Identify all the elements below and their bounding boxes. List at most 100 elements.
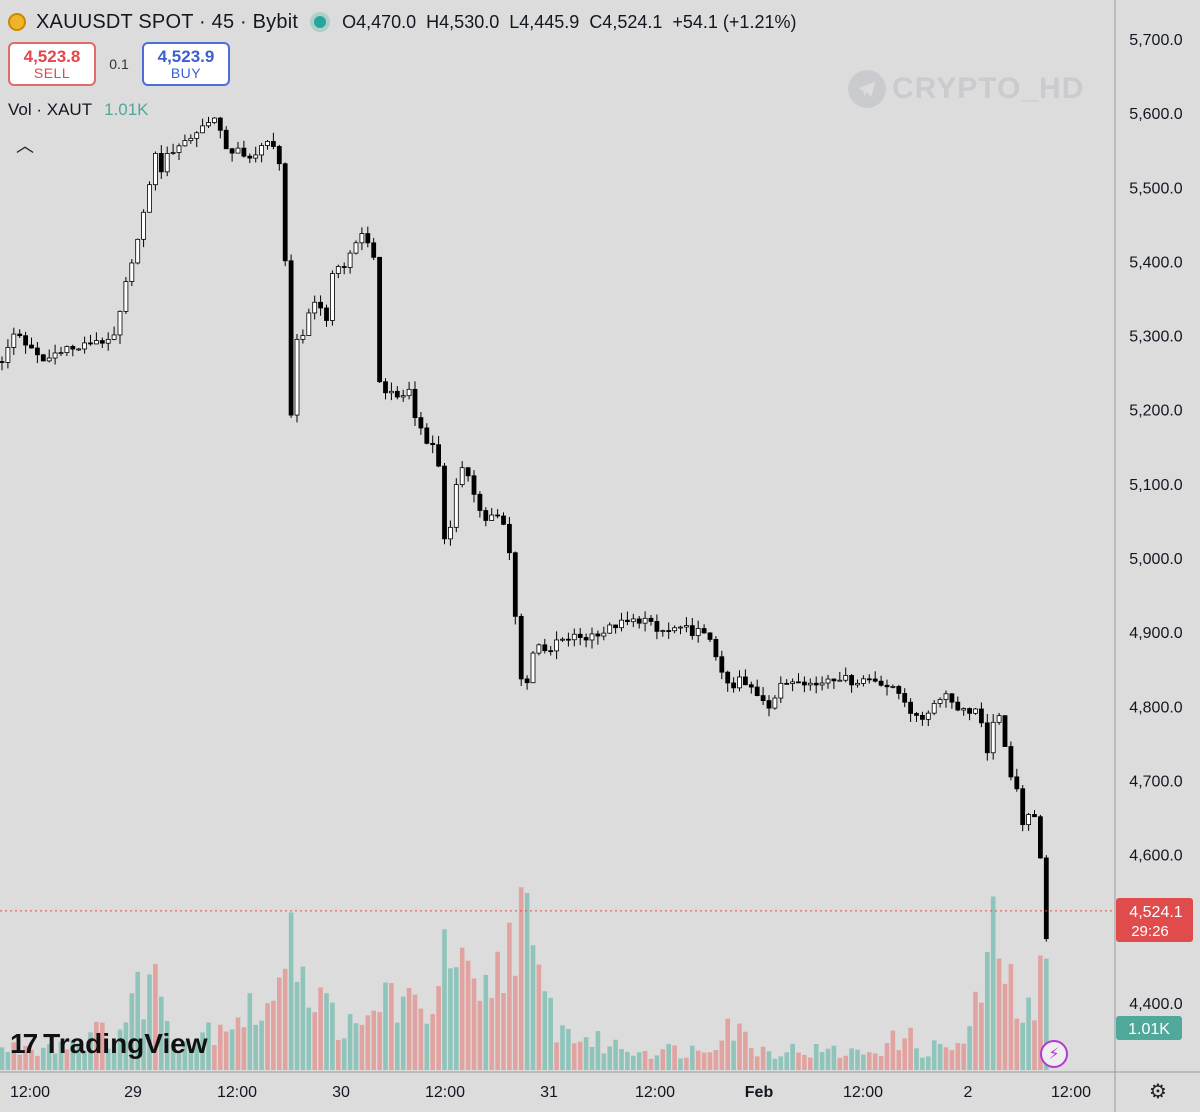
volume-bar [459,947,465,1070]
candle-body [737,676,742,689]
candle [719,650,725,680]
volume-bar [666,1043,671,1070]
candle [878,675,884,687]
candle-body [778,682,784,699]
volume-bar [105,1048,111,1070]
candle [914,711,919,722]
candle [294,334,300,423]
candle-body [807,682,813,686]
candle [276,144,282,171]
candle-body [725,671,731,684]
order-quantity[interactable]: 0.1 [109,56,129,72]
candle [99,337,105,349]
candle [760,687,766,706]
volume-bar [282,968,288,1070]
volume-bar [147,974,152,1070]
volume-bar [973,991,978,1070]
volume-bar [772,1058,778,1070]
volume-bar [902,1038,907,1070]
candle [837,671,843,682]
candle-body [359,233,365,244]
telegram-icon [848,70,886,108]
candle [943,690,949,708]
candle [684,617,689,633]
volume-bar [353,1023,359,1070]
volume-legend-value: 1.01K [104,100,149,119]
ohlc-open: O4,470.0 [342,11,417,32]
candle-body [365,233,371,244]
volume-bar [731,1040,736,1070]
candle [524,675,530,690]
candle [5,339,11,369]
volume-bar [607,1046,612,1070]
volume-bar [955,1043,961,1070]
candle-body [990,721,996,754]
candle-body [890,686,896,688]
price-axis: 4,400.0 4,600.0 4,700.0 4,800.0 4,900.0 5,000… [1129,32,1182,1013]
candle [784,679,790,685]
candle-body [88,342,93,345]
volume-bar [365,1015,371,1070]
candle-body [796,681,801,684]
collapse-chevron-icon[interactable]: ︿ [16,136,34,156]
price-axis-tick: 5,200.0 [1129,403,1182,420]
candle [512,551,518,625]
candle [589,627,595,649]
volume-bar [123,1022,129,1070]
time-axis-tick: 31 [540,1084,558,1101]
candle [52,344,58,365]
volume-bar [471,978,477,1070]
ohlc-high: H4,530.0 [426,11,500,32]
volume-bar [631,1055,636,1070]
time-axis: 12:00 29 12:00 30 12:00 31 12:00 Feb 12:00 2 12:00 [10,1084,1091,1101]
volume-bar [418,1008,424,1070]
volume-bar [141,1019,146,1070]
candle [613,624,618,634]
candle-body [341,266,347,268]
candle-body [99,340,105,344]
candle-body [447,526,453,540]
candle-body [318,301,324,309]
candle-body [684,625,689,628]
candle [601,626,607,641]
volume-bar [754,1056,760,1070]
candle-body [524,678,530,684]
volume-bar [536,964,542,1070]
candle-body [943,693,949,700]
volume-tag-label: 1.01K [1128,1021,1170,1038]
volume-bar [64,1049,70,1070]
candle [506,516,512,561]
candle [672,625,677,634]
candle [1038,814,1043,859]
lightning-icon[interactable]: ⚡ [1040,1040,1068,1068]
symbol-title[interactable]: XAUUSDT SPOT · 45 · Bybit [36,10,299,33]
volume-bar [967,1026,972,1070]
candle [973,707,978,715]
candle [105,332,111,351]
watermark-text: CRYPTO_HD [892,72,1085,105]
candle [365,226,371,248]
candle-body [430,442,436,446]
candle [1026,812,1031,831]
volume-bar [518,887,524,1070]
candle [341,262,347,275]
candle [813,676,819,694]
sell-button[interactable]: 4,523.8 SELL [8,42,96,86]
candle-body [1002,715,1008,747]
volume-bar [336,1039,341,1070]
candle-body [654,621,660,632]
candle-body [40,354,46,362]
candle-body [241,147,247,157]
settings-gear-icon[interactable]: ⚙ [1149,1080,1167,1103]
candle [117,310,123,344]
buy-button[interactable]: 4,523.9 BUY [142,42,230,86]
volume-bar [937,1044,943,1070]
candle-body [288,260,294,416]
candle [619,612,624,632]
candle [560,637,565,642]
candle-body [571,633,577,641]
candle [129,259,135,287]
candle [477,491,483,518]
xaut-logo-icon [8,13,26,31]
